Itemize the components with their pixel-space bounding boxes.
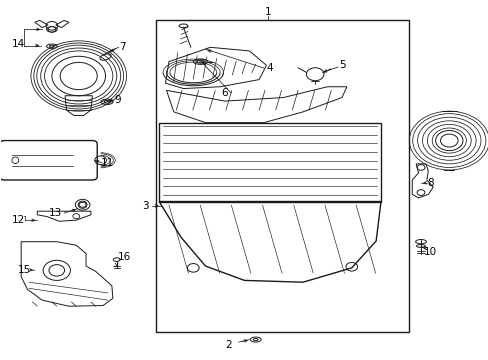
Text: 9: 9 [114,95,121,105]
Text: 11: 11 [100,158,113,168]
Text: 5: 5 [338,59,345,69]
Text: 2: 2 [225,340,232,350]
Text: 7: 7 [119,42,125,52]
Text: 14: 14 [11,39,24,49]
Text: 15: 15 [18,265,31,275]
Text: 1: 1 [264,7,271,17]
FancyBboxPatch shape [0,140,97,180]
Text: 6: 6 [221,88,228,98]
Text: 13: 13 [48,208,61,218]
Text: 12: 12 [11,215,24,225]
Text: 8: 8 [427,178,433,188]
Text: 3: 3 [142,201,148,211]
Text: 16: 16 [118,252,131,262]
Text: 4: 4 [266,63,273,73]
Text: 10: 10 [423,247,436,257]
Bar [156,21,408,332]
